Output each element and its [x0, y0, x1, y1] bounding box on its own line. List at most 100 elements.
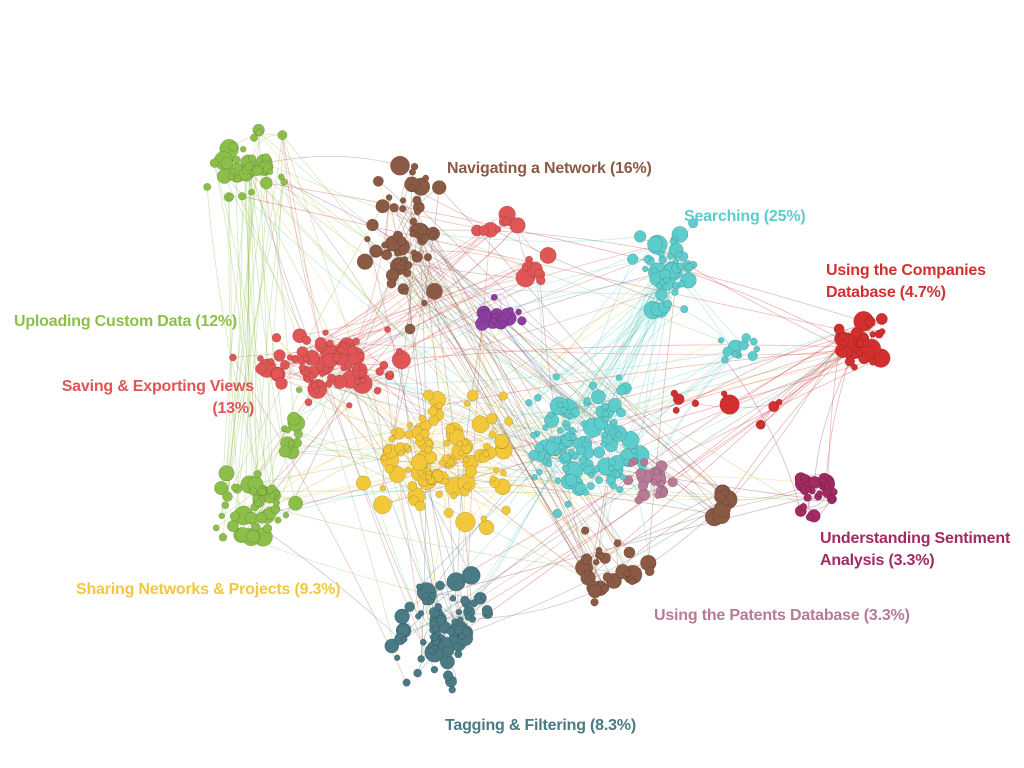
graph-node-sharing — [425, 473, 432, 481]
graph-node-searching — [663, 276, 670, 284]
graph-edge — [266, 182, 864, 322]
graph-node-tagging — [419, 638, 427, 646]
graph-node-tagging — [393, 654, 401, 662]
graph-edge — [273, 409, 437, 496]
graph-node-navigating — [644, 566, 655, 577]
graph-node-navigating — [414, 208, 421, 216]
graph-node-saving — [375, 367, 385, 376]
graph-node-uploading — [282, 511, 290, 519]
graph-node-searching — [610, 418, 618, 427]
graph-node-searching — [602, 410, 609, 418]
graph-node-sharing — [499, 469, 507, 477]
graph-node-sharing — [383, 445, 393, 455]
graph-node-searching — [667, 253, 674, 260]
graph-node-companies — [856, 349, 864, 357]
graph-edge — [473, 238, 675, 604]
graph-node-uploading — [220, 156, 233, 170]
graph-node-uploading — [212, 524, 220, 532]
graph-edge — [439, 405, 575, 471]
graph-edge — [350, 280, 541, 380]
graph-edge — [363, 443, 460, 484]
graph-edge — [419, 229, 684, 257]
graph-edge — [227, 196, 243, 497]
graph-node-searching — [591, 389, 606, 405]
graph-edge — [404, 259, 606, 589]
graph-node-sharing — [388, 435, 396, 443]
graph-node-navigating — [420, 234, 430, 243]
graph-node-sharing — [414, 500, 426, 512]
graph-node-uploading — [222, 491, 233, 502]
graph-node-tagging — [417, 655, 426, 663]
graph-edge — [206, 186, 264, 493]
graph-node-searching — [657, 250, 665, 258]
graph-edge — [311, 277, 526, 359]
graph-edge — [251, 265, 681, 519]
graph-node-tagging — [454, 649, 463, 659]
graph-node-companies — [850, 363, 858, 371]
graph-node-searching — [528, 449, 540, 461]
graph-edge — [247, 170, 258, 485]
graph-edge — [362, 285, 677, 382]
graph-node-searching — [677, 280, 686, 288]
graph-node-searching — [616, 385, 627, 396]
graph-node-tagging — [434, 602, 443, 611]
graph-node-navigating — [399, 197, 407, 204]
graph-node-navigating — [366, 218, 379, 232]
graph-node-uploading — [266, 168, 274, 176]
graph-node-uploading — [287, 439, 295, 447]
graph-node-saving — [257, 355, 264, 362]
graph-node-saving — [536, 275, 546, 286]
graph-node-tagging — [451, 618, 459, 626]
graph-node-navigating — [580, 553, 593, 565]
graph-node-saving — [321, 365, 330, 374]
graph-node-navigating — [421, 299, 428, 307]
graph-node-tagging — [460, 595, 470, 606]
graph-node-searching — [601, 402, 609, 411]
graph-node-searching — [633, 230, 647, 243]
graph-node-tagging — [430, 665, 439, 674]
graph-edge — [247, 167, 261, 493]
graph-edge — [356, 225, 518, 342]
graph-edge — [417, 211, 606, 589]
graph-node-sharing — [403, 443, 410, 450]
graph-node-searching — [531, 473, 538, 481]
graph-node-sharing — [478, 519, 495, 536]
graph-edge — [417, 439, 588, 617]
graph-node-sharing — [355, 475, 371, 491]
graph-node-sharing — [418, 414, 427, 423]
graph-edge — [227, 135, 283, 497]
graph-node-uploading — [227, 193, 235, 201]
graph-node-navigating — [397, 236, 407, 246]
graph-node-patents — [653, 468, 661, 476]
graph-node-saving — [373, 386, 382, 395]
graph-node-searching — [567, 413, 575, 420]
graph-node-tagging — [464, 613, 472, 621]
graph-node-patents — [667, 477, 678, 488]
graph-node-searching — [576, 445, 586, 456]
graph-node-navigating — [407, 184, 416, 192]
graph-edge — [283, 181, 402, 360]
graph-node-sharing — [489, 475, 497, 482]
graph-node-patents — [660, 488, 668, 496]
graph-node-sharing — [397, 450, 405, 457]
graph-edge — [302, 367, 566, 425]
graph-edge — [393, 207, 601, 589]
graph-node-companies — [672, 406, 680, 414]
graph-node-companies — [670, 389, 679, 398]
graph-node-saving — [502, 216, 512, 227]
graph-node-searching — [552, 373, 560, 381]
graph-node-searching — [685, 263, 694, 272]
graph-node-sharing — [435, 490, 443, 499]
graph-node-saving — [340, 365, 347, 372]
graph-node-uploading — [253, 470, 262, 479]
graph-node-navigating — [356, 253, 374, 270]
graph-edge — [367, 238, 398, 258]
graph-edge — [634, 270, 673, 452]
graph-edge — [306, 339, 860, 356]
graph-node-searching — [580, 420, 588, 427]
graph-node-navigating — [623, 569, 631, 577]
graph-edge — [377, 181, 460, 444]
graph-node-tagging — [436, 615, 446, 625]
graph-node-searching — [554, 477, 562, 484]
